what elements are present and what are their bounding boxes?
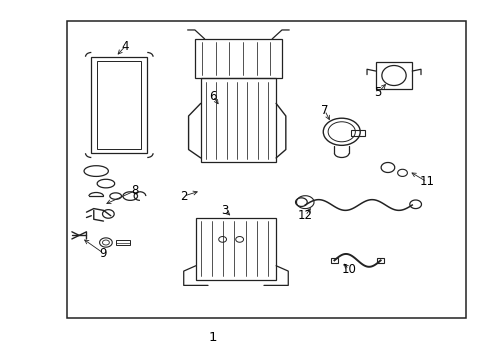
- Text: 10: 10: [341, 263, 356, 276]
- Bar: [196, 217, 276, 280]
- Text: 1: 1: [208, 331, 217, 344]
- Bar: [67, 21, 465, 318]
- Text: 2: 2: [180, 190, 187, 203]
- Text: 9: 9: [100, 247, 107, 260]
- Text: 7: 7: [320, 104, 328, 117]
- Bar: [97, 61, 141, 149]
- Bar: [375, 62, 411, 89]
- Bar: [351, 130, 365, 136]
- Text: 11: 11: [419, 175, 433, 188]
- Bar: [91, 57, 147, 153]
- Bar: [195, 39, 282, 78]
- Text: 3: 3: [221, 204, 228, 217]
- Bar: [201, 78, 276, 162]
- Text: 8: 8: [131, 184, 139, 197]
- Text: 6: 6: [209, 90, 216, 103]
- Text: 12: 12: [297, 209, 312, 222]
- Bar: [376, 258, 383, 263]
- Text: 5: 5: [374, 86, 381, 99]
- Bar: [330, 258, 337, 263]
- Text: 4: 4: [122, 40, 129, 53]
- Bar: [116, 240, 130, 245]
